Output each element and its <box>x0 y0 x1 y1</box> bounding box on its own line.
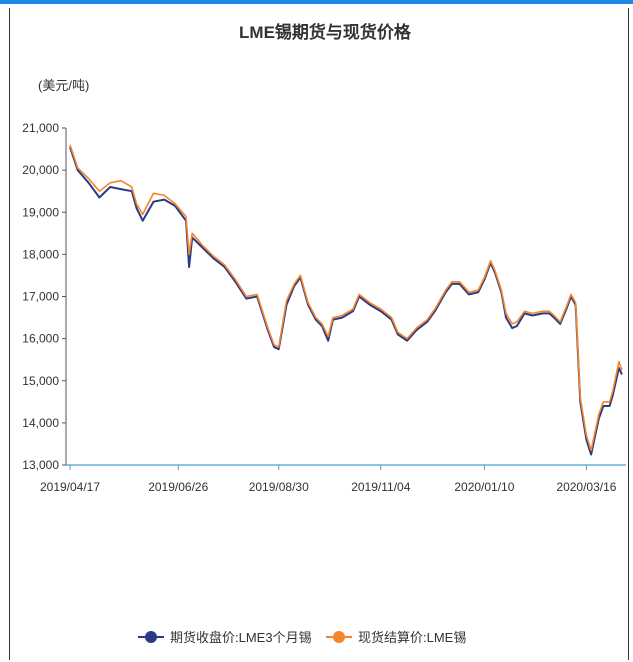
y-tick-label: 15,000 <box>22 374 59 388</box>
y-axis-unit: (美元/吨) <box>38 78 89 93</box>
legend: 期货收盘价:LME3个月锡 现货结算价:LME锡 <box>138 630 466 645</box>
y-tick-label: 16,000 <box>22 332 59 346</box>
legend-marker <box>333 631 345 643</box>
legend-label: 期货收盘价:LME3个月锡 <box>170 630 312 645</box>
x-tick-label: 2019/11/04 <box>351 480 410 494</box>
y-tick-label: 21,000 <box>22 121 59 135</box>
y-tick-label: 20,000 <box>22 163 59 177</box>
chart-frame <box>9 8 629 660</box>
y-tick-label: 19,000 <box>22 205 59 219</box>
y-tick-label: 18,000 <box>22 247 59 261</box>
series-line-2 <box>69 144 623 452</box>
chart-title: LME锡期货与现货价格 <box>239 22 412 42</box>
x-tick-label: 2019/04/17 <box>40 480 100 494</box>
y-tick-label: 13,000 <box>22 458 59 472</box>
y-axis: 21,000 20,000 19,000 18,000 17,000 16,000 15,0… <box>22 121 67 472</box>
y-tick-label: 14,000 <box>22 416 59 430</box>
legend-label: 现货结算价:LME锡 <box>358 630 466 645</box>
x-axis: 2019/04/17 2019/06/26 2019/08/30 2019/11/04… <box>40 464 626 494</box>
top-accent-bar <box>0 0 633 4</box>
y-tick-label: 17,000 <box>22 290 59 304</box>
plot-area <box>69 144 623 456</box>
x-tick-label: 2019/08/30 <box>249 480 309 494</box>
legend-marker <box>145 631 157 643</box>
x-tick-label: 2020/03/16 <box>556 480 616 494</box>
x-tick-label: 2020/01/10 <box>454 480 514 494</box>
x-tick-label: 2019/06/26 <box>148 480 208 494</box>
